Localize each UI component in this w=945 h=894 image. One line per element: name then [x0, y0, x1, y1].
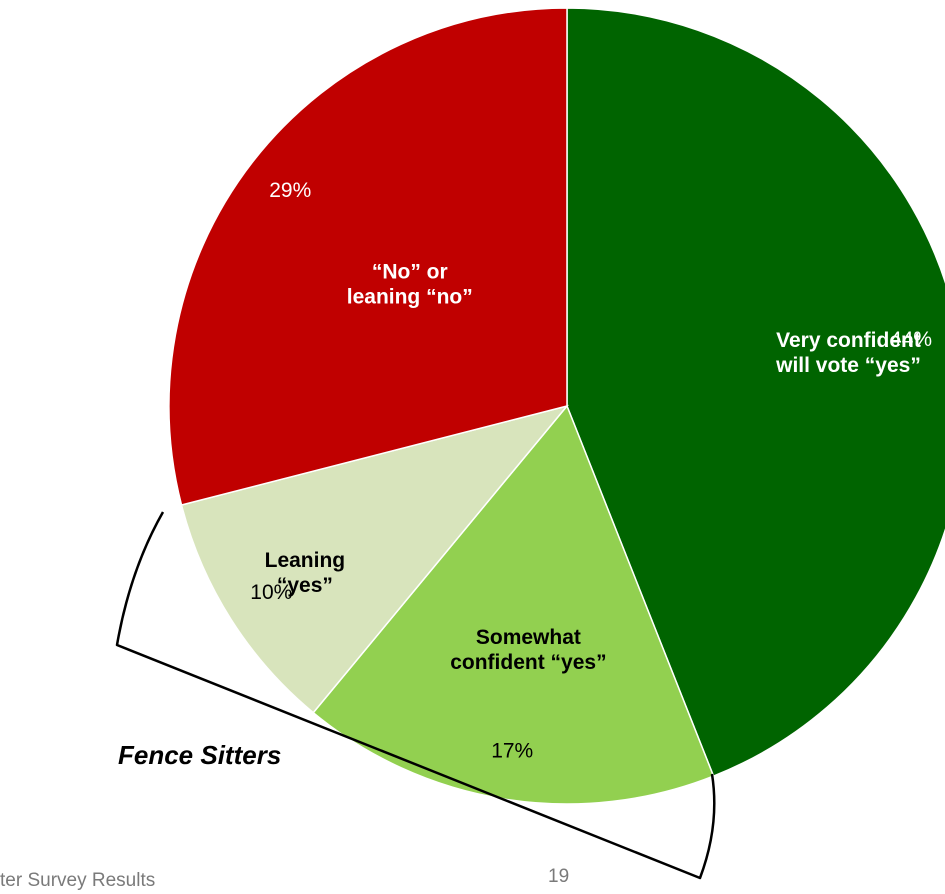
slice-category-line: Somewhat — [476, 626, 581, 649]
pie-slices — [168, 7, 945, 805]
slice-percent-label: 44% — [890, 328, 932, 351]
slice-percent-label: 17% — [491, 739, 533, 762]
slice-category-label: Leaning “yes” — [265, 549, 346, 597]
pie-labels: 44%Very confident will vote “yes” 17% Somew… — [250, 179, 932, 763]
page-number: 19 — [548, 866, 570, 887]
fence-sitters-bracket — [115, 511, 716, 880]
slice-category-line: Very confident — [776, 329, 921, 352]
slice-category-line: will vote “yes” — [775, 354, 921, 377]
slice-category-line: confident “yes” — [450, 651, 606, 674]
pie-slice — [566, 7, 945, 778]
slice-category-line: leaning “no” — [347, 286, 473, 309]
pie-slice — [168, 7, 568, 506]
slice-percent-label: 10% — [250, 581, 292, 604]
slice-category-label: Somewhat confident “yes” — [450, 626, 606, 674]
footer-title: ter Survey Results — [0, 870, 156, 891]
slice-percent-label: 29% — [269, 179, 311, 202]
slice-category-label: “No” or leaning “no” — [347, 261, 473, 309]
fence-sitters-annotation: Fence Sitters — [118, 740, 282, 770]
pie-slice — [180, 404, 570, 714]
slice-category-label: Very confident will vote “yes” — [775, 329, 921, 377]
slice-category-line: “yes” — [277, 574, 333, 597]
slice-category-line: “No” or — [372, 261, 448, 284]
slice-category-line: Leaning — [265, 549, 346, 572]
